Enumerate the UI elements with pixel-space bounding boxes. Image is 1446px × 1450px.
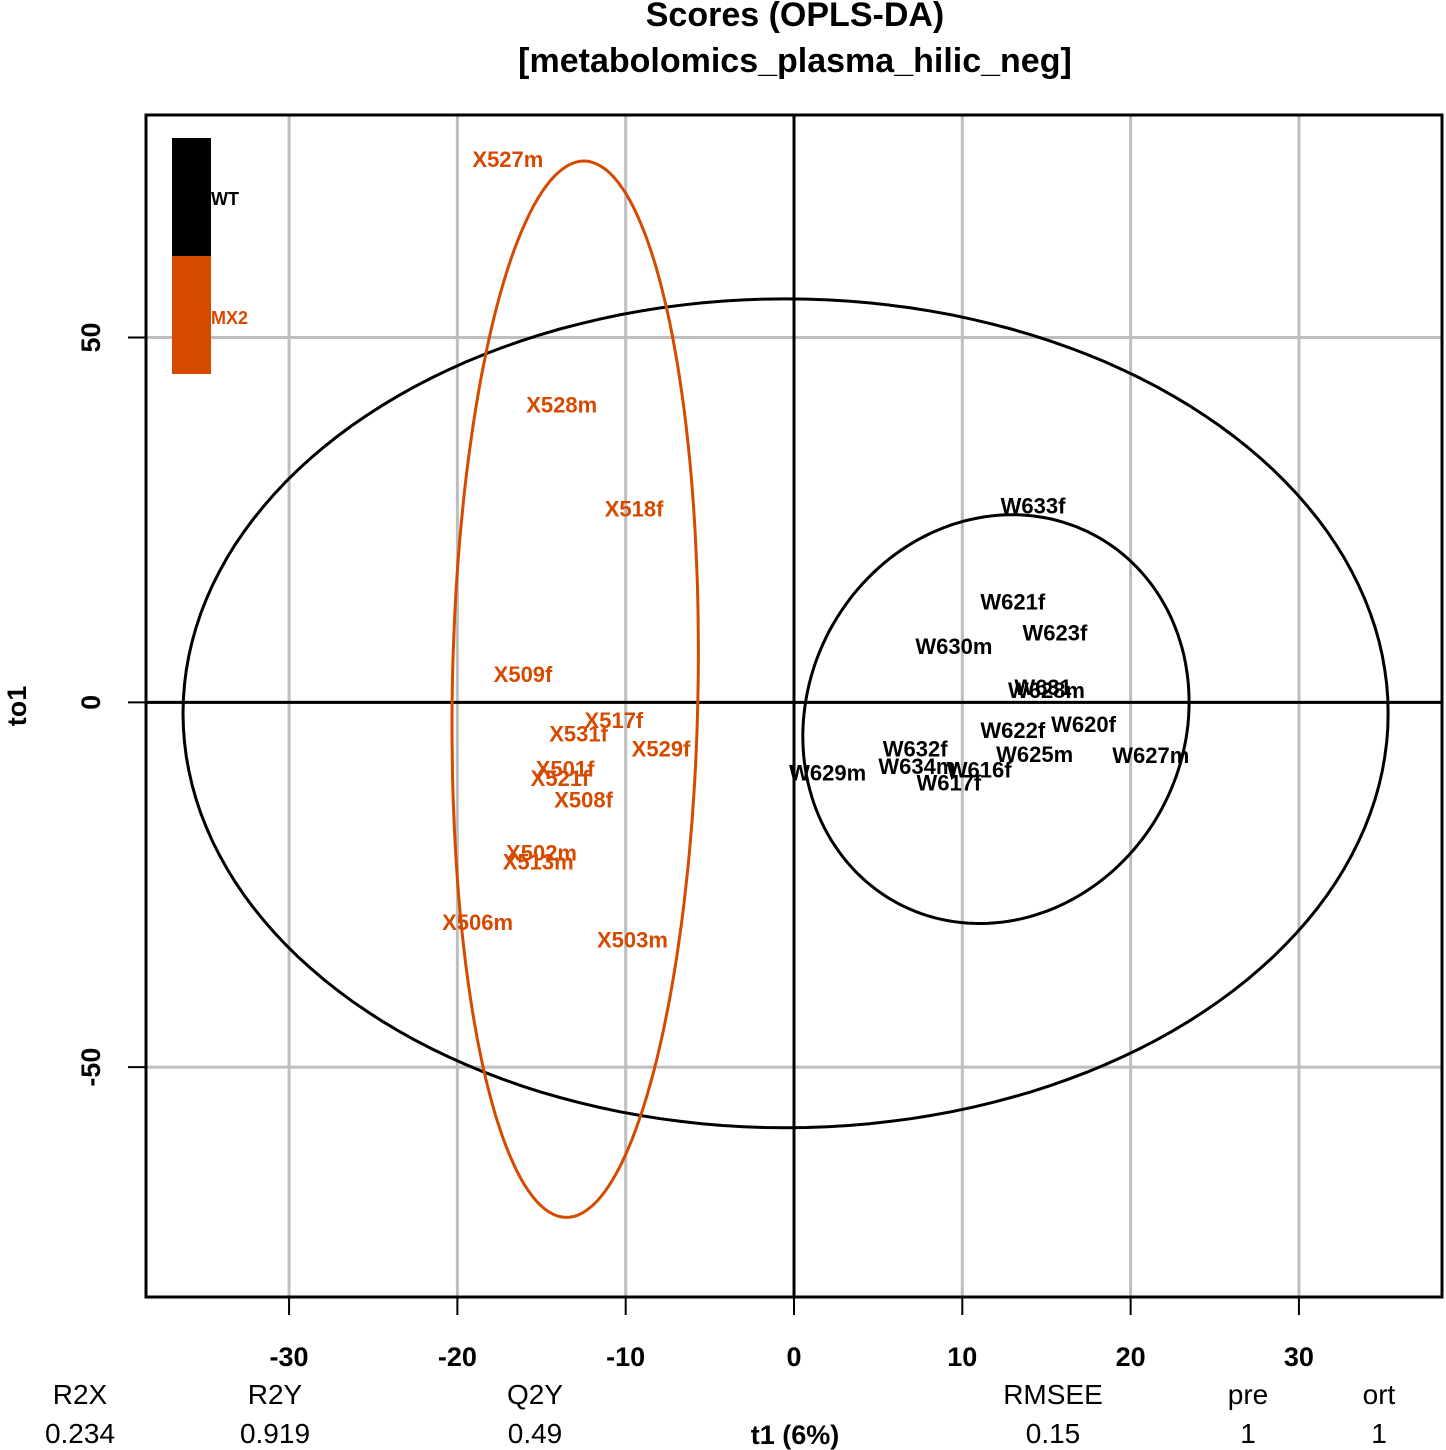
y-axis-label: to1 — [2, 686, 32, 727]
x-tick-label: 0 — [786, 1342, 801, 1372]
ellipse-all — [181, 297, 1390, 1130]
point-label-W627m: W627m — [1112, 743, 1189, 768]
y-tick-label: 50 — [76, 323, 106, 353]
point-label-W617f: W617f — [916, 771, 981, 796]
x-tick-label: -20 — [438, 1342, 477, 1372]
point-label-W621f: W621f — [980, 590, 1045, 615]
chart-title-line-1: Scores (OPLS-DA) — [646, 0, 945, 34]
zero-axes — [146, 115, 1442, 1297]
point-label-W632f: W632f — [883, 736, 948, 761]
metric-header-pre: pre — [1228, 1379, 1268, 1410]
axis-ticks: -30 -20 -10 0 10 20 30 -50 0 50 — [76, 323, 1314, 1372]
legend-swatch-mx2 — [172, 256, 211, 374]
metric-header-q2y: Q2Y — [507, 1379, 563, 1410]
metric-value-r2y: 0.919 — [240, 1418, 310, 1449]
x-tick-label: 10 — [947, 1342, 977, 1372]
metric-value-q2y: 0.49 — [508, 1418, 563, 1449]
point-label-X531f: X531f — [549, 722, 608, 747]
legend-swatch-wt — [172, 138, 211, 256]
confidence-ellipses — [181, 159, 1390, 1219]
point-label-W620f: W620f — [1051, 712, 1116, 737]
x-tick-label: 30 — [1284, 1342, 1314, 1372]
point-label-X503m: X503m — [597, 927, 668, 952]
y-tick-label: -50 — [76, 1048, 106, 1087]
point-label-X501f: X501f — [536, 757, 595, 782]
metric-value-ort: 1 — [1371, 1418, 1387, 1449]
x-tick-label: -30 — [270, 1342, 309, 1372]
point-label-X528m: X528m — [526, 393, 597, 418]
point-label-W631: W631 — [1014, 675, 1071, 700]
point-label-X509f: X509f — [494, 662, 553, 687]
point-label-X508f: X508f — [554, 787, 613, 812]
point-label-X529f: X529f — [632, 736, 691, 761]
chart-title-line-2: [metabolomics_plasma_hilic_neg] — [518, 42, 1072, 80]
y-tick-label: 0 — [76, 695, 106, 710]
x-tick-label: 20 — [1116, 1342, 1146, 1372]
metric-value-rmsee: 0.15 — [1026, 1418, 1081, 1449]
metric-header-r2x: R2X — [53, 1379, 108, 1410]
legend-label-wt: WT — [211, 189, 239, 209]
point-label-X506m: X506m — [442, 910, 513, 935]
point-label-W623f: W623f — [1022, 620, 1087, 645]
point-label-W625m: W625m — [996, 742, 1073, 767]
ellipse-WT — [801, 513, 1191, 926]
point-label-W633f: W633f — [1001, 493, 1066, 518]
point-label-X517f: X517f — [585, 708, 644, 733]
point-label-X527m: X527m — [472, 147, 543, 172]
metric-header-ort: ort — [1363, 1379, 1396, 1410]
point-label-W628m: W628m — [1008, 678, 1085, 703]
score-points: W633fW621fW623fW630mW628mW631W620fW622fW… — [442, 147, 1189, 953]
ellipse-MX2 — [450, 159, 700, 1219]
legend: WT MX2 — [172, 138, 248, 374]
model-metrics: R2X R2Y Q2Y RMSEE pre ort 0.234 0.919 0.… — [45, 1379, 1396, 1449]
metric-header-r2y: R2Y — [248, 1379, 303, 1410]
point-label-W616f: W616f — [947, 757, 1012, 782]
metric-value-pre: 1 — [1240, 1418, 1256, 1449]
point-label-W634m: W634m — [878, 754, 955, 779]
metric-value-r2x: 0.234 — [45, 1418, 115, 1449]
metric-header-rmsee: RMSEE — [1003, 1379, 1103, 1410]
x-axis-label: t1 (6%) — [751, 1420, 840, 1450]
x-tick-label: -10 — [606, 1342, 645, 1372]
point-label-W629m: W629m — [789, 760, 866, 785]
point-label-X521f: X521f — [531, 766, 590, 791]
legend-label-mx2: MX2 — [211, 308, 248, 328]
point-label-X513m: X513m — [503, 849, 574, 874]
point-label-W630m: W630m — [915, 634, 992, 659]
point-label-X518f: X518f — [605, 496, 664, 521]
point-label-W622f: W622f — [980, 718, 1045, 743]
point-label-X502m: X502m — [506, 841, 577, 866]
